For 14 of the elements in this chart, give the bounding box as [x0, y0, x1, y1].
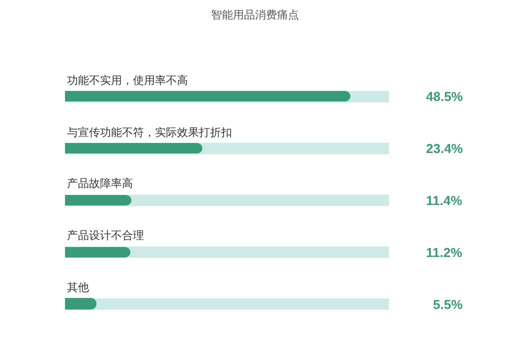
- chart-title: 智能用品消费痛点: [211, 8, 299, 22]
- y-tick-label: 与宣传功能不符，实际效果打折扣: [67, 126, 232, 139]
- data-label: 23.4%: [426, 141, 464, 156]
- bar: [65, 246, 131, 258]
- bar: [65, 298, 97, 310]
- data-label: 48.5%: [426, 89, 464, 104]
- y-tick-label: 其他: [67, 281, 89, 294]
- data-label: 11.4%: [426, 193, 463, 208]
- y-tick-label: 产品故障率高: [67, 177, 133, 190]
- data-label: 5.5%: [433, 297, 464, 312]
- data-label: 11.2%: [426, 245, 463, 260]
- bar: [65, 194, 132, 206]
- y-tick-label: 产品设计不合理: [67, 229, 144, 242]
- y-tick-label: 功能不实用，使用率不高: [67, 74, 188, 87]
